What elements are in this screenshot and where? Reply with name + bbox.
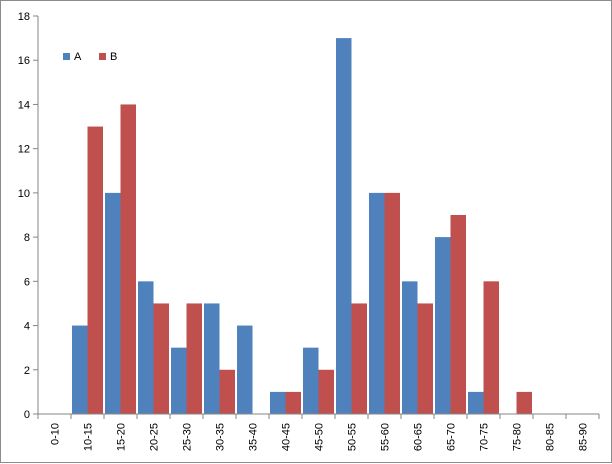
x-tick-label: 50-55 bbox=[347, 423, 359, 451]
x-tick-label: 15-20 bbox=[116, 423, 128, 451]
x-tick-label: 20-25 bbox=[149, 423, 161, 451]
bar-b-75-80 bbox=[516, 391, 532, 414]
bar-b-70-75 bbox=[483, 281, 499, 414]
x-tick-label: 25-30 bbox=[182, 423, 194, 451]
x-tick-label: 40-45 bbox=[281, 423, 293, 451]
x-tick-label: 70-75 bbox=[479, 423, 491, 451]
bar-b-15-20 bbox=[120, 104, 136, 414]
bar-b-60-65 bbox=[417, 303, 433, 414]
x-tick-label: 80-85 bbox=[545, 423, 557, 451]
legend-swatch-b bbox=[99, 53, 106, 60]
bar-a-15-20 bbox=[105, 192, 121, 414]
legend-label-b: B bbox=[110, 51, 117, 63]
y-tick-label: 0 bbox=[24, 409, 30, 421]
x-tick-label: 35-40 bbox=[248, 423, 260, 451]
bar-b-65-70 bbox=[450, 215, 466, 414]
y-tick-label: 4 bbox=[24, 321, 30, 333]
bar-b-20-25 bbox=[153, 303, 169, 414]
bar-a-70-75 bbox=[468, 391, 484, 414]
x-tick-label: 30-35 bbox=[215, 423, 227, 451]
y-tick-label: 14 bbox=[18, 99, 30, 111]
legend-swatch-a bbox=[63, 53, 70, 60]
x-tick-label: 0-10 bbox=[50, 423, 62, 445]
y-tick-label: 10 bbox=[18, 188, 30, 200]
bar-a-50-55 bbox=[336, 38, 352, 414]
bar-b-25-30 bbox=[186, 303, 202, 414]
bar-a-40-45 bbox=[270, 391, 286, 414]
x-tick-label: 65-70 bbox=[446, 423, 458, 451]
x-tick-label: 85-90 bbox=[578, 423, 590, 451]
y-tick-label: 6 bbox=[24, 276, 30, 288]
bar-a-65-70 bbox=[435, 237, 451, 414]
bar-a-10-15 bbox=[72, 325, 88, 414]
bar-a-60-65 bbox=[402, 281, 418, 414]
bar-a-30-35 bbox=[204, 303, 220, 414]
x-tick-label: 45-50 bbox=[314, 423, 326, 451]
legend-label-a: A bbox=[74, 51, 82, 63]
y-tick-label: 16 bbox=[18, 55, 30, 67]
bar-a-55-60 bbox=[369, 192, 385, 414]
y-tick-label: 12 bbox=[18, 144, 30, 156]
x-tick-label: 60-65 bbox=[413, 423, 425, 451]
bar-b-55-60 bbox=[384, 192, 400, 414]
x-tick-label: 10-15 bbox=[83, 423, 95, 451]
bar-a-20-25 bbox=[138, 281, 154, 414]
bar-b-50-55 bbox=[351, 303, 367, 414]
bar-a-35-40 bbox=[237, 325, 253, 414]
bar-b-40-45 bbox=[285, 391, 301, 414]
bar-b-10-15 bbox=[87, 126, 103, 415]
y-tick-label: 18 bbox=[18, 11, 30, 23]
x-tick-label: 55-60 bbox=[380, 423, 392, 451]
bar-a-25-30 bbox=[171, 347, 187, 414]
y-tick-label: 8 bbox=[24, 232, 30, 244]
axes-layer: 0 2 4 6 8 10 12 14 16 18 0-10 10-15 15-20 20-25 25-30 3… bbox=[18, 11, 600, 451]
y-tick-label: 2 bbox=[24, 365, 30, 377]
x-tick-label: 75-80 bbox=[512, 423, 524, 451]
bar-a-45-50 bbox=[303, 347, 319, 414]
bar-b-45-50 bbox=[318, 369, 334, 414]
bar-b-30-35 bbox=[219, 369, 235, 414]
bars-layer bbox=[72, 38, 532, 415]
